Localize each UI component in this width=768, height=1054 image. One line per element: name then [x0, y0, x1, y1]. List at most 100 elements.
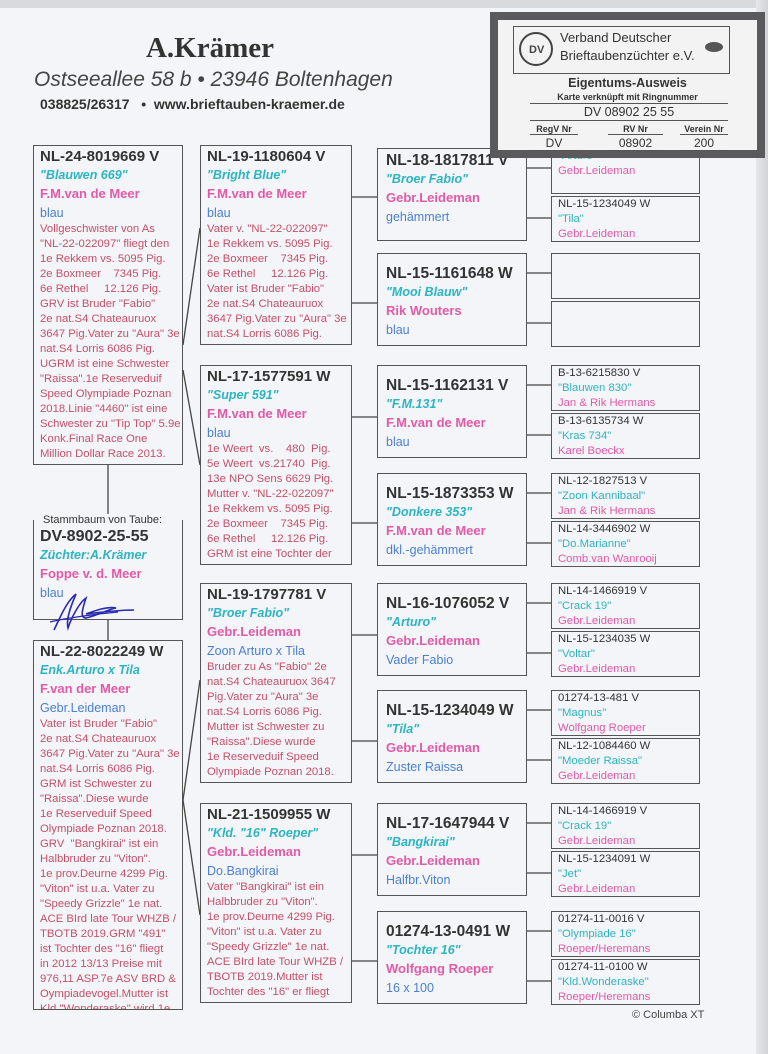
ring-number: NL-15-1161648 W [386, 265, 513, 282]
color-info: blau [386, 323, 410, 337]
parent-box: NL-22-8022249 W Enk.Arturo x Tila F.van de… [33, 640, 183, 1010]
subject-name: Foppe v. d. Meer [40, 566, 142, 581]
ownership-card: DV Verband Deutscher Brieftaubenzüchter … [490, 12, 765, 158]
breeder: Gebr.Leideman [558, 835, 636, 847]
ring-number: NL-24-8019669 V [40, 148, 160, 165]
great-grandparent-box: NL-16-1076052 V "Arturo" Gebr.Leideman Vade… [377, 583, 527, 676]
grandparent-box: NL-19-1797781 V "Broer Fabio" Gebr.Leidema… [200, 583, 352, 783]
pigeon-icon [705, 42, 723, 52]
color-info: Do.Bangkirai [207, 864, 279, 878]
color-info: blau [207, 426, 231, 440]
ring-number: 01274-13-481 V [558, 692, 640, 704]
breeder: Roeper/Heremans [558, 991, 651, 1003]
pigeon-name: "Tila" [558, 213, 584, 225]
connector-line [182, 799, 201, 916]
ring-number: NL-17-1647944 V [386, 815, 510, 832]
great-great-grandparent-box: B-13-6215830 V "Blauwen 830" Jan & Rik Her… [551, 365, 700, 411]
ring-number: NL-22-8022249 W [40, 643, 164, 660]
breeder: Gebr.Leideman [207, 844, 301, 859]
ring-number: NL-12-1084460 W [558, 740, 651, 752]
pigeon-name: "Jet" [558, 868, 582, 880]
card-org-line1: Verband Deutscher [560, 30, 672, 45]
breeder: Gebr.Leideman [558, 770, 636, 782]
ring-number: NL-17-1577591 W [207, 368, 331, 385]
ring-number: B-13-6135734 W [558, 415, 644, 427]
pigeon-name: "Bangkirai" [386, 835, 455, 849]
great-grandparent-box: NL-15-1161648 W "Mooi Blauw" Rik Wouters bl… [377, 253, 527, 346]
ring-number: NL-14-1466919 V [558, 805, 648, 817]
subject-breeder: Züchter:A.Krämer [40, 548, 147, 562]
connector-line [182, 679, 201, 801]
great-great-grandparent-box: B-13-6135734 W "Kras 734" Karel Boeckx [551, 413, 700, 459]
card-value-verein: 200 [680, 136, 728, 151]
color-info: gehämmert [386, 210, 450, 224]
website-link[interactable]: www.brieftauben-kraemer.de [153, 96, 345, 112]
pigeon-name: "Moeder Raissa" [558, 755, 642, 767]
grandparent-box: NL-17-1577591 W "Super 591" F.M.van de Mee… [200, 365, 352, 565]
great-great-grandparent-box: 01274-11-0016 V "Olympiade 16" Roeper/Here… [551, 911, 700, 957]
ring-number: 01274-13-0491 W [386, 923, 511, 940]
pigeon-name: "Magnus" [558, 707, 607, 719]
pigeon-name: "Olympiade 16" [558, 928, 636, 940]
ring-number: NL-19-1797781 V [207, 586, 327, 603]
color-info: 16 x 100 [386, 981, 434, 995]
card-label-verein: Verein Nr [680, 124, 728, 135]
color-info: blau [207, 206, 231, 220]
color-info: blau [386, 435, 410, 449]
breeder: F.van der Meer [40, 681, 131, 696]
card-label-rv: RV Nr [608, 124, 663, 135]
breeder: Gebr.Leideman [558, 663, 636, 675]
great-great-grandparent-box: NL-15-1234035 W "Voltar" Gebr.Leideman [551, 631, 700, 677]
pigeon-name: "Blauwen 830" [558, 382, 632, 394]
breeder: Karel Boeckx [558, 445, 625, 457]
pigeon-name: "F.M.131" [386, 397, 443, 411]
great-great-grandparent-box [551, 301, 700, 347]
card-org-line2: Brieftaubenzüchter e.V. [560, 48, 695, 63]
breeder: F.M.van de Meer [40, 186, 140, 201]
grandparent-box: NL-21-1509955 W "Kld. "16" Roeper" Gebr.Le… [200, 803, 352, 1003]
color-info: Zoon Arturo x Tila [207, 644, 305, 658]
stammbaum-label: Stammbaum von Taube: [40, 514, 166, 526]
breeder: Jan & Rik Hermans [558, 505, 656, 517]
pigeon-name: "Zoon Kannibaal" [558, 490, 646, 502]
ring-number: NL-15-1234035 W [558, 633, 651, 645]
pigeon-name: "Broer Fabio" [207, 606, 290, 620]
ring-number: NL-21-1509955 W [207, 806, 331, 823]
breeder: Gebr.Leideman [386, 853, 480, 868]
color-info: dkl.-gehämmert [386, 543, 473, 557]
ring-number: NL-14-3446902 W [558, 523, 651, 535]
performance-notes: Bruder zu As "Fabio" 2e nat.S4 Chateauru… [207, 661, 341, 782]
breeder: Gebr.Leideman [558, 228, 636, 240]
color-info: Zuster Raissa [386, 760, 464, 774]
signature-icon [49, 593, 135, 631]
great-great-grandparent-box: NL-14-3446902 W "Do.Marianne" Comb.van Wan… [551, 521, 700, 567]
pigeon-name: "Bright Blue" [207, 168, 287, 182]
breeder: Roeper/Heremans [558, 943, 651, 955]
pigeon-name: "Tila" [386, 722, 420, 736]
ring-number: NL-15-1234091 W [558, 853, 651, 865]
great-grandparent-box: NL-15-1873353 W "Donkere 353" F.M.van de M… [377, 473, 527, 566]
ring-number: 01274-11-0016 V [558, 913, 645, 925]
copyright: © Columba XT [632, 1009, 705, 1021]
great-grandparent-box: NL-18-1817811 V "Broer Fabio" Gebr.Leidema… [377, 148, 527, 241]
contact-line: 038825/26317 • www.brieftauben-kraemer.d… [40, 96, 345, 112]
pigeon-name: "Crack 19" [558, 600, 612, 612]
color-info: Halfbr.Viton [386, 873, 451, 887]
ring-number: NL-15-1873353 W [386, 485, 514, 502]
connector-line [182, 227, 201, 346]
pigeon-name: "Kld. "16" Roeper" [207, 826, 319, 840]
card-subheading: Karte verknüpft mit Ringnummer [557, 92, 698, 102]
breeder: Wolfgang Roeper [386, 961, 494, 976]
ring-number: NL-19-1180604 V [207, 148, 326, 165]
great-great-grandparent-box: 01274-13-481 V "Magnus" Wolfgang Roeper [551, 690, 700, 736]
color-info: Vader Fabio [386, 653, 454, 667]
breeder: F.M.van de Meer [386, 415, 486, 430]
card-value-regv: DV [530, 136, 578, 151]
breeder: Gebr.Leideman [207, 624, 301, 639]
ring-number: NL-14-1466919 V [558, 585, 648, 597]
breeder: F.M.van de Meer [207, 406, 307, 421]
scan-edge [0, 0, 768, 8]
performance-notes: 1e Weert vs. 480 Pig. 5e Weert vs.21740 … [207, 443, 334, 564]
subject-color: blau [40, 586, 64, 600]
